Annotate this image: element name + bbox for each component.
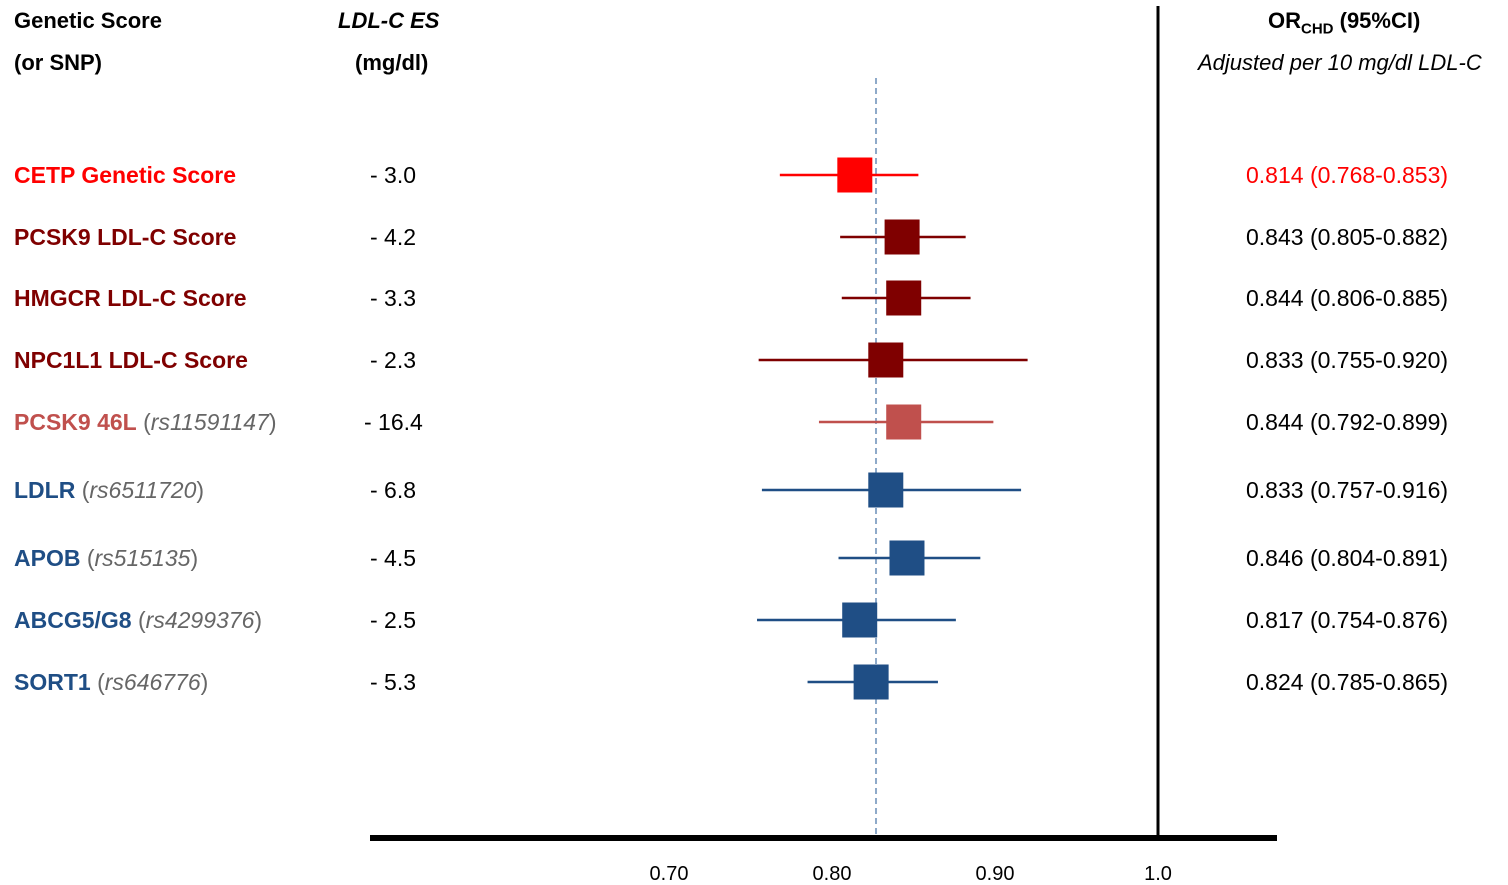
- or-ci-value: 0.833 (0.757-0.916): [1246, 477, 1449, 503]
- snp-open-paren: (: [136, 409, 151, 435]
- ldl-effect-size: - 3.3: [370, 285, 417, 311]
- row-label: SORT1 (rs646776): [14, 668, 208, 696]
- row-label: CETP Genetic Score: [14, 161, 236, 189]
- score-name: PCSK9 LDL-C Score: [14, 224, 237, 250]
- header-ldl-es: LDL-C ES: [338, 8, 440, 33]
- ldl-effect-size: - 4.2: [370, 224, 417, 250]
- x-tick-label: 1.0: [1144, 863, 1172, 885]
- or-ci-value: 0.817 (0.754-0.876): [1246, 607, 1449, 633]
- snp-close-paren: ): [196, 477, 205, 503]
- score-name: LDLR: [14, 477, 76, 503]
- ldl-effect-size: - 6.8: [370, 477, 417, 503]
- point-estimate-box: [886, 404, 922, 440]
- x-tick-label: 0.90: [976, 863, 1015, 885]
- or-ci-value: 0.843 (0.805-0.882): [1246, 224, 1449, 250]
- ldl-effect-size: - 5.3: [370, 669, 417, 695]
- or-ci-value: 0.844 (0.806-0.885): [1246, 285, 1449, 311]
- snp-id: rs4299376: [145, 607, 255, 633]
- header-ci-label: (95%CI): [1333, 8, 1421, 33]
- point-estimate-box: [889, 540, 925, 576]
- score-name: HMGCR LDL-C Score: [14, 285, 247, 311]
- or-ci-value: 0.814 (0.768-0.853): [1246, 162, 1449, 188]
- score-name: CETP Genetic Score: [14, 162, 236, 188]
- score-name: ABCG5/G8: [14, 607, 132, 633]
- row-label: HMGCR LDL-C Score: [14, 284, 247, 312]
- x-tick-label: 0.70: [650, 863, 689, 885]
- or-ci-value: 0.824 (0.785-0.865): [1246, 669, 1449, 695]
- header-or-label: OR: [1268, 8, 1301, 33]
- x-tick-label: 0.80: [813, 863, 852, 885]
- snp-id: rs6511720: [89, 477, 197, 503]
- snp-close-paren: ): [268, 409, 277, 435]
- row-label: PCSK9 LDL-C Score: [14, 223, 236, 251]
- point-estimate-box: [837, 157, 873, 193]
- snp-id: rs11591147: [150, 409, 269, 435]
- or-ci-value: 0.846 (0.804-0.891): [1246, 545, 1449, 571]
- or-ci-value: 0.844 (0.792-0.899): [1246, 409, 1449, 435]
- ldl-effect-size: - 2.3: [370, 347, 417, 373]
- row-label: APOB (rs515135): [14, 544, 198, 572]
- snp-id: rs515135: [94, 545, 191, 571]
- point-estimate-box: [868, 342, 904, 378]
- snp-open-paren: (: [131, 607, 146, 633]
- header-adjusted-note: Adjusted per 10 mg/dl LDL-C: [1198, 50, 1482, 75]
- point-estimate-box: [842, 602, 878, 638]
- snp-open-paren: (: [80, 545, 95, 571]
- header-units: (mg/dl): [355, 50, 429, 75]
- ldl-effect-size: - 2.5: [370, 607, 417, 633]
- snp-close-paren: ): [254, 607, 263, 633]
- point-estimate-box: [853, 664, 889, 700]
- row-label: LDLR (rs6511720): [14, 476, 204, 504]
- header-or-snp: (or SNP): [14, 50, 102, 75]
- header-or-subscript: CHD: [1301, 20, 1334, 38]
- score-name: APOB: [14, 545, 81, 571]
- snp-id: rs646776: [104, 669, 201, 695]
- score-name: SORT1: [14, 669, 91, 695]
- header-or-chd: ORCHD (95%CI): [1268, 8, 1420, 42]
- row-label: NPC1L1 LDL-C Score: [14, 346, 248, 374]
- snp-close-paren: ): [190, 545, 199, 571]
- snp-close-paren: ): [200, 669, 209, 695]
- point-estimate-box: [884, 219, 920, 255]
- row-label: PCSK9 46L (rs11591147): [14, 408, 277, 436]
- snp-open-paren: (: [75, 477, 90, 503]
- ldl-effect-size: - 4.5: [370, 545, 417, 571]
- or-ci-value: 0.833 (0.755-0.920): [1246, 347, 1449, 373]
- point-estimate-box: [886, 280, 922, 316]
- point-estimate-box: [868, 472, 904, 508]
- snp-open-paren: (: [90, 669, 105, 695]
- ldl-effect-size: - 3.0: [370, 162, 417, 188]
- header-genetic-score: Genetic Score: [14, 8, 162, 33]
- row-label: ABCG5/G8 (rs4299376): [14, 606, 262, 634]
- ldl-effect-size: - 16.4: [364, 409, 423, 435]
- score-name: PCSK9 46L: [14, 409, 137, 435]
- score-name: NPC1L1 LDL-C Score: [14, 347, 248, 373]
